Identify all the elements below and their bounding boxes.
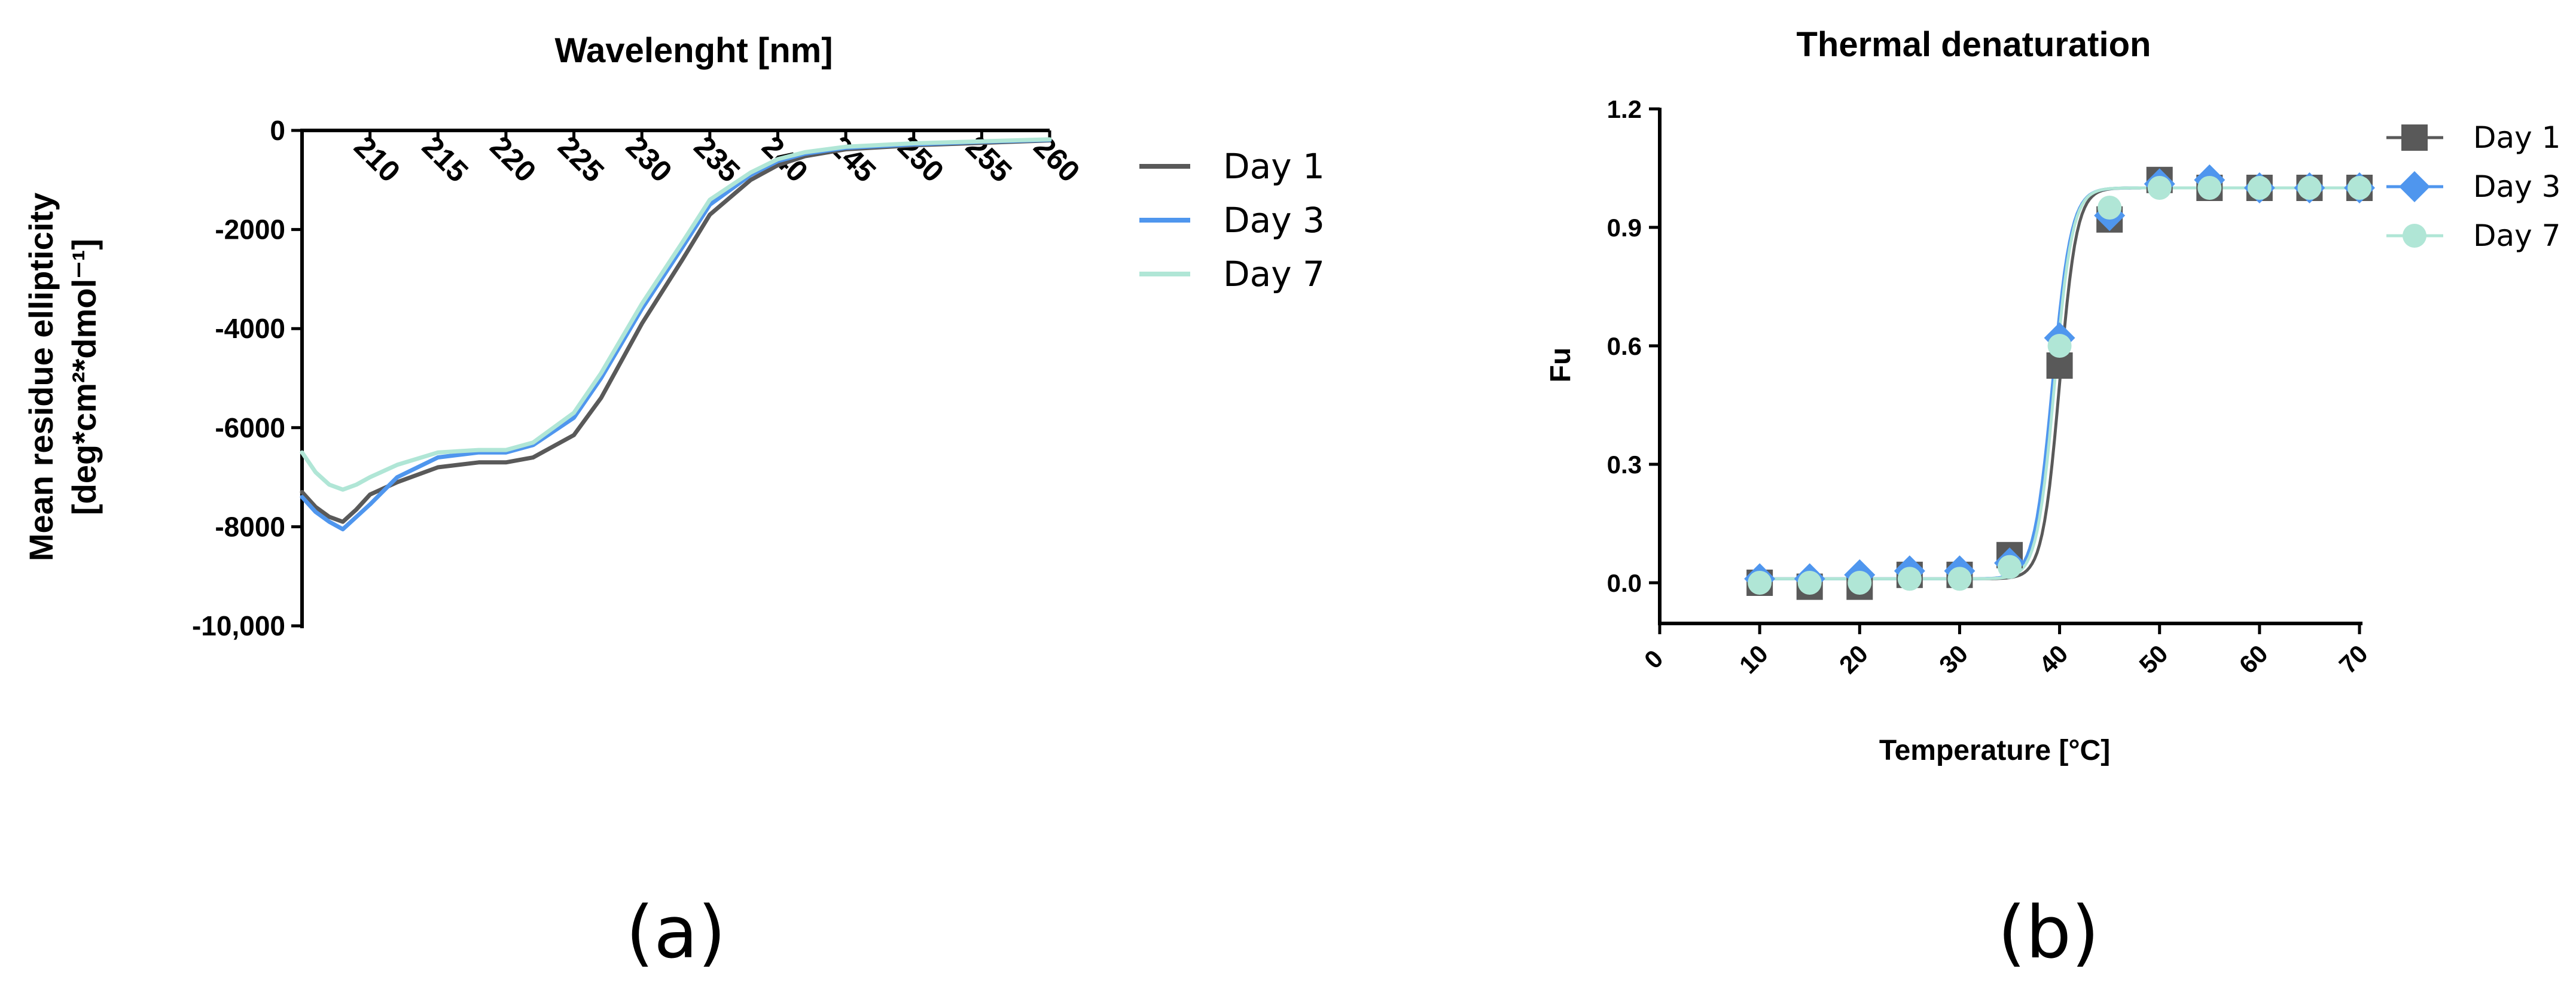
panel-b-y-tick-label: 0.9 [1607,214,1642,242]
panel-b-thermal-denaturation: Thermal denaturation Fu Temperature [°C]… [1545,25,2560,975]
panel-a-legend-label: Day 1 [1223,146,1325,187]
panel-a-x-tick-label: 225 [551,130,611,189]
panel-b-legend-label: Day 7 [2473,218,2560,253]
panel-b-point-day-7 [2098,196,2122,220]
panel-b-legend-label: Day 3 [2473,169,2560,204]
panel-b-y-tick-label: 1.2 [1607,95,1642,123]
panel-b-point-day-7 [1848,571,1872,595]
panel-a-y-tick-label: -4000 [215,313,285,344]
panel-a-legend-label: Day 7 [1223,254,1325,294]
panel-a-x-tick-label: 220 [484,130,543,189]
panel-b-point-day-7 [2297,176,2322,200]
panel-b-xlabel: Temperature [°C] [1879,735,2110,766]
panel-b-x-tick-label: 40 [2034,640,2073,679]
panel-b-x-tick-label: 30 [1934,640,1973,679]
panel-a-cd-spectrum: Wavelenght [nm] Mean residue ellipticity… [22,31,1325,975]
panel-a-x-tick-label: 245 [824,130,883,189]
panel-b-x-tick-label: 10 [1734,640,1773,679]
panel-a-x-tick-label: 210 [347,130,407,189]
panel-b-title: Thermal denaturation [1797,25,2151,64]
panel-a-y-tick-label: -2000 [215,214,285,245]
panel-a-y-tick-label: -8000 [215,511,285,542]
panel-b-legend-label: Day 1 [2473,120,2560,155]
panel-b-legend-marker [2401,124,2428,151]
panel-a-legend-label: Day 3 [1223,200,1325,241]
panel-a-ylabel-line2: [deg*cm²*dmol⁻¹] [65,239,103,515]
panel-b-point-day-7 [2047,334,2072,358]
panel-b-y-tick-label: 0.3 [1607,451,1642,479]
panel-b-point-day-7 [2197,176,2222,200]
panel-b-x-tick-label: 70 [2334,640,2373,679]
panel-a-x-tick-label: 215 [416,130,475,189]
panel-b-legend-marker [2403,224,2426,248]
panel-b-x-tick-label: 20 [1834,640,1873,679]
panel-a-y-tick-label: -10,000 [192,610,285,641]
panel-b-point-day-7 [1797,571,1822,595]
panel-b-legend-marker [2399,171,2430,202]
panel-b-point-day-7 [1748,571,1772,595]
panel-a-line-day-7 [300,137,1052,492]
panel-a-label: (a) [626,891,725,975]
panel-b-ylabel: Fu [1545,348,1577,383]
panel-a-line-day-3 [300,138,1052,531]
panel-b-x-tick-label: 60 [2233,640,2273,679]
panel-b-y-tick-label: 0.0 [1607,569,1642,597]
panel-b-label: (b) [1998,891,2099,975]
panel-b-point-day-7 [1998,555,2022,579]
panel-a-y-tick-label: -6000 [215,412,285,443]
panel-b-point-day-7 [2348,176,2371,200]
panel-b-point-day-7 [2247,176,2272,200]
panel-a-line-day-1 [300,138,1052,524]
panel-b-x-tick-label: 50 [2133,640,2173,679]
panel-a-x-tick-label: 250 [891,130,950,189]
panel-a-y-tick-label: 0 [270,115,285,146]
panel-b-y-tick-label: 0.6 [1607,332,1642,360]
panel-b-fit-day-1 [1760,186,2359,580]
panel-a-x-tick-label: 230 [620,130,679,189]
panel-b-x-tick-label: 0 [1639,644,1669,674]
panel-b-point-day-7 [1897,567,1922,591]
panel-a-title: Wavelenght [nm] [554,31,833,70]
panel-b-point-day-7 [2147,176,2172,200]
panel-b-point-day-7 [1947,567,1972,591]
panel-a-ylabel-line1: Mean residue ellipticity [22,193,60,561]
